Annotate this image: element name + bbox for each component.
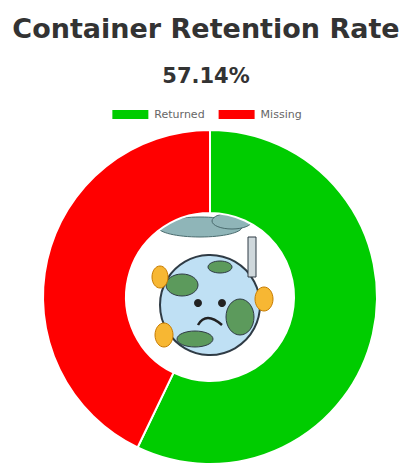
svg-text:57.14%: 57.14% [162,64,249,88]
svg-text:Missing: Missing [261,108,302,121]
svg-text:Container Retention Rate: Container Retention Rate [12,13,399,44]
svg-text:Returned: Returned [154,108,204,121]
